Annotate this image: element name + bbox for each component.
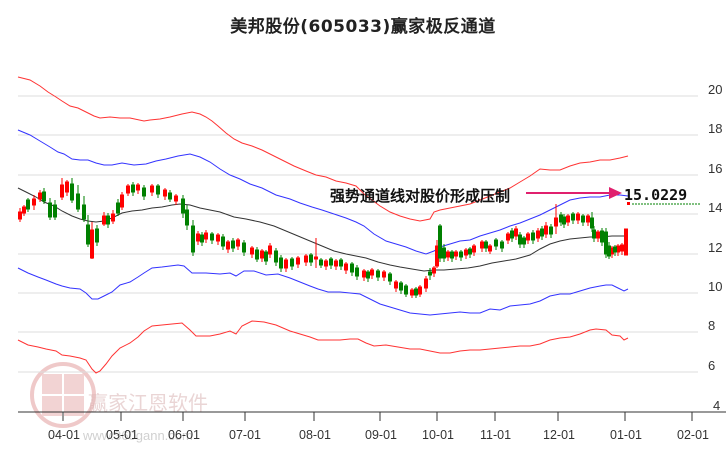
watermark-url: www.360gann.com (82, 428, 193, 443)
y-tick: 16 (708, 161, 722, 176)
y-axis-labels: 20 18 16 14 12 10 8 6 4 (708, 82, 722, 413)
annotation-text: 强势通道线对股价形成压制 (330, 187, 510, 205)
inner-upper-band (17, 129, 629, 255)
x-tick: 06-01 (168, 428, 200, 442)
candlesticks (18, 178, 628, 298)
annotation: 强势通道线对股价形成压制 15.0229 (330, 186, 700, 205)
y-tick: 8 (708, 318, 715, 333)
y-tick: 14 (708, 200, 722, 215)
x-axis: 04-01 05-01 06-01 07-01 08-01 09-01 10-0… (18, 411, 726, 442)
watermark-logo-icon (30, 362, 96, 428)
chart-title: 美邦股份(605033)赢家极反通道 (230, 17, 496, 37)
x-tick: 09-01 (365, 428, 397, 442)
annotation-value: 15.0229 (624, 186, 687, 204)
x-tick: 07-01 (229, 428, 261, 442)
x-tick: 04-01 (48, 428, 80, 442)
y-tick: 4 (713, 398, 720, 413)
y-tick: 20 (708, 82, 722, 97)
x-tick: 01-01 (610, 428, 642, 442)
x-tick: 05-01 (106, 428, 138, 442)
watermark-name: 赢家江恩软件 (88, 391, 208, 415)
arrow-head-icon (609, 187, 622, 199)
x-tick: 11-01 (480, 428, 511, 442)
x-tick: 10-01 (422, 428, 454, 442)
x-tick: 02-01 (677, 428, 709, 442)
middle-line (17, 187, 628, 272)
y-tick: 6 (708, 358, 715, 373)
outer-lower-band (17, 320, 629, 374)
outer-upper-band (17, 76, 629, 222)
y-tick: 18 (708, 121, 722, 136)
watermark: 赢家江恩软件 www.360gann.com (30, 362, 208, 443)
y-tick: 12 (708, 240, 722, 255)
x-tick: 08-01 (299, 428, 331, 442)
y-tick: 10 (708, 279, 722, 294)
x-tick: 12-01 (543, 428, 575, 442)
inner-lower-band (17, 264, 629, 316)
